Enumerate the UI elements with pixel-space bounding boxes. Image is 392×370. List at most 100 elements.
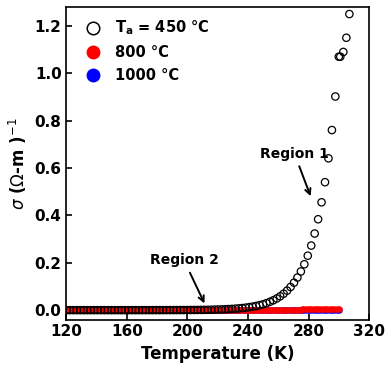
Point bbox=[315, 307, 321, 313]
Point bbox=[308, 243, 314, 249]
Point bbox=[318, 306, 324, 312]
Point bbox=[100, 307, 106, 313]
Point bbox=[153, 307, 159, 313]
Point bbox=[228, 307, 234, 313]
Point bbox=[81, 307, 87, 313]
Point bbox=[313, 307, 319, 313]
Point bbox=[187, 307, 193, 313]
Point bbox=[235, 307, 241, 313]
Point bbox=[315, 306, 321, 312]
Point bbox=[276, 307, 282, 313]
Point bbox=[274, 296, 280, 302]
Point bbox=[242, 307, 248, 313]
Point bbox=[242, 307, 248, 313]
Point bbox=[73, 307, 79, 313]
Point bbox=[205, 307, 211, 313]
Point bbox=[132, 307, 138, 313]
Point bbox=[219, 307, 225, 313]
Point bbox=[115, 307, 121, 313]
Point bbox=[292, 307, 298, 313]
Point bbox=[141, 307, 147, 313]
Point bbox=[243, 305, 249, 310]
Point bbox=[221, 307, 227, 313]
Point bbox=[313, 306, 319, 312]
Point bbox=[228, 307, 234, 313]
Point bbox=[87, 307, 94, 313]
Point bbox=[177, 307, 183, 313]
Point bbox=[98, 307, 104, 313]
Point bbox=[75, 307, 81, 313]
Point bbox=[146, 307, 152, 313]
Point bbox=[82, 307, 88, 313]
Point bbox=[310, 307, 317, 313]
Point bbox=[170, 307, 176, 313]
Point bbox=[301, 261, 307, 267]
Point bbox=[281, 291, 287, 297]
Point bbox=[322, 306, 328, 312]
Point bbox=[122, 307, 128, 313]
Point bbox=[265, 307, 271, 313]
Point bbox=[70, 307, 76, 313]
Point bbox=[237, 307, 243, 313]
Point bbox=[269, 307, 276, 313]
Point bbox=[164, 307, 170, 313]
Point bbox=[210, 307, 216, 313]
Point bbox=[150, 307, 156, 313]
Point bbox=[187, 307, 194, 313]
Point bbox=[225, 306, 232, 312]
Point bbox=[235, 307, 241, 313]
Point bbox=[171, 307, 177, 313]
Point bbox=[253, 303, 259, 309]
Point bbox=[249, 307, 255, 313]
Point bbox=[205, 307, 212, 313]
Point bbox=[77, 307, 83, 313]
Point bbox=[130, 307, 136, 313]
Point bbox=[152, 307, 159, 313]
Point bbox=[324, 307, 330, 313]
Point bbox=[100, 307, 106, 313]
Point bbox=[319, 306, 326, 312]
Point bbox=[208, 307, 214, 313]
Point bbox=[285, 307, 292, 313]
Point bbox=[178, 307, 184, 313]
Point bbox=[64, 307, 70, 313]
Point bbox=[301, 307, 308, 313]
Point bbox=[194, 307, 200, 313]
Point bbox=[230, 307, 237, 313]
Point bbox=[212, 307, 218, 313]
Point bbox=[166, 307, 172, 313]
Point bbox=[297, 306, 303, 312]
Point bbox=[112, 307, 118, 313]
Point bbox=[256, 302, 263, 308]
Point bbox=[148, 307, 154, 313]
Point bbox=[207, 307, 214, 313]
Point bbox=[73, 307, 79, 313]
Point bbox=[290, 307, 296, 313]
Point bbox=[139, 307, 145, 313]
Point bbox=[114, 307, 120, 313]
Point bbox=[65, 307, 72, 313]
Point bbox=[102, 307, 109, 313]
Point bbox=[253, 307, 260, 313]
Point bbox=[214, 307, 221, 313]
Point bbox=[327, 306, 333, 312]
Point bbox=[214, 307, 221, 313]
Point bbox=[272, 307, 278, 313]
Point bbox=[251, 307, 257, 313]
Point bbox=[116, 307, 122, 313]
Point bbox=[304, 306, 310, 312]
Point bbox=[207, 307, 214, 313]
Point bbox=[239, 305, 245, 311]
Point bbox=[182, 307, 189, 313]
Point bbox=[346, 11, 352, 17]
Point bbox=[288, 307, 294, 313]
Point bbox=[98, 307, 104, 313]
Point bbox=[297, 307, 303, 313]
Point bbox=[272, 307, 278, 313]
Point bbox=[70, 307, 76, 313]
Point bbox=[181, 307, 187, 313]
Point bbox=[263, 300, 270, 306]
Point bbox=[143, 307, 150, 313]
Point bbox=[333, 306, 339, 312]
Point bbox=[260, 307, 267, 313]
